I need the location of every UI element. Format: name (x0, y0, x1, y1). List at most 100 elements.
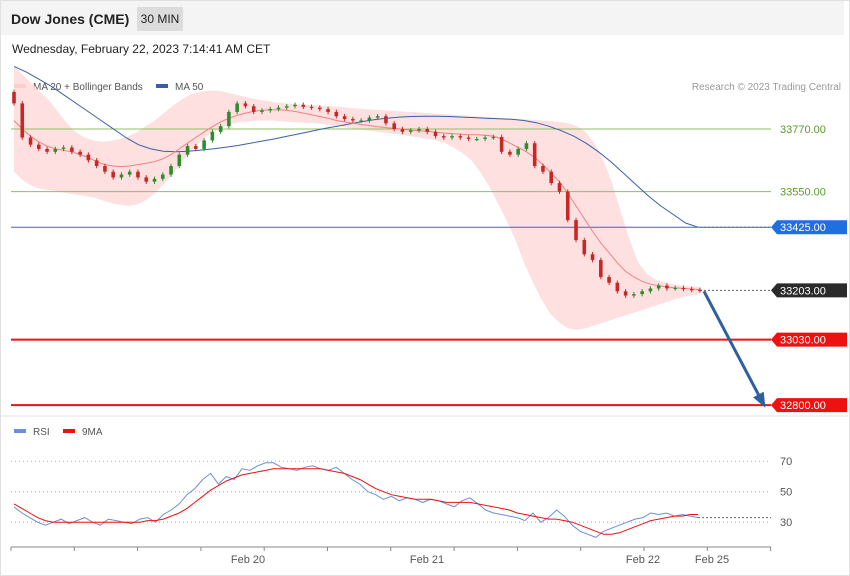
rsi-tick-50: 50 (780, 487, 792, 499)
chart-title: Dow Jones (CME) (11, 11, 130, 27)
candle-body (227, 111, 231, 127)
level-label-33425-00: 33425.00 (780, 222, 826, 234)
candle-body (565, 191, 570, 221)
candle-body (351, 119, 355, 121)
candle-body (632, 294, 636, 296)
candle-body (499, 136, 504, 152)
candle-body (301, 104, 306, 107)
candle-body (384, 116, 388, 124)
candle-body (607, 277, 611, 283)
candle-body (20, 103, 25, 138)
ma50-legend-swatch (156, 84, 168, 88)
candle-body (334, 111, 339, 117)
candle-body (359, 120, 363, 122)
candle-body (45, 148, 49, 152)
candle-body (590, 254, 595, 260)
candle-body (574, 220, 578, 241)
level-label-33770-00: 33770.00 (780, 124, 826, 136)
ma20-line (13, 109, 701, 291)
candle-body (623, 291, 628, 296)
candle-body (615, 282, 620, 292)
candle-body (673, 287, 678, 290)
candle-body (375, 116, 380, 118)
candle-body (152, 178, 157, 182)
candle-body (648, 288, 653, 292)
candle-body (475, 138, 479, 141)
level-tag-33425-00 (771, 220, 847, 235)
level-label-32800-00: 32800.00 (780, 400, 826, 412)
rsi-legend-label: RSI (33, 427, 50, 438)
candle-body (582, 240, 587, 255)
rsi-ma9-line (13, 468, 698, 535)
candle-body (194, 146, 198, 149)
ma50-legend-label: MA 50 (175, 82, 204, 93)
x-axis: Feb 20 Feb 21 Feb 22 Feb 25 (10, 547, 772, 566)
candle-body (202, 140, 206, 149)
level-label-33550-00: 33550.00 (780, 187, 826, 199)
candle-body (483, 137, 487, 139)
candle-body (433, 131, 438, 137)
level-label-33030-00: 33030.00 (780, 335, 826, 347)
candle-body (318, 107, 322, 110)
candle-body (210, 131, 215, 141)
candle-body (681, 287, 686, 290)
candle-body (218, 126, 223, 132)
candle-body (508, 151, 512, 155)
candle-body (144, 177, 149, 182)
level-tag-33030-00 (771, 332, 847, 347)
candle-body (524, 143, 529, 149)
candle-body (326, 109, 330, 112)
candle-body (400, 129, 405, 132)
candle-body (342, 116, 347, 120)
candle-body (392, 123, 396, 130)
ma9-legend-label: 9MA (82, 427, 103, 438)
x-tick-label-2: Feb 22 (626, 554, 660, 566)
candle-body (111, 171, 115, 178)
level-tag-33203-00 (771, 283, 847, 298)
x-tick-label-3: Feb 25 (695, 554, 729, 566)
candle-body (408, 130, 413, 132)
candle-body (136, 171, 140, 178)
candle-body (425, 129, 430, 132)
rsi-tick-70: 70 (780, 456, 792, 468)
rsi-line (13, 462, 699, 538)
candle-body (36, 144, 41, 149)
candle-body (103, 166, 107, 172)
x-tick-label-1: Feb 21 (410, 554, 444, 566)
candle-body (284, 106, 289, 108)
candle-body (367, 117, 372, 121)
candle-body (516, 148, 520, 155)
candle-body (293, 104, 297, 107)
level-label-33203-00: 33203.00 (780, 285, 826, 297)
candle-body (491, 136, 496, 139)
candle-body (160, 174, 165, 179)
candle-body (599, 259, 603, 278)
level-tag-32800-00 (771, 398, 847, 413)
rsi-tick-30: 30 (780, 517, 792, 529)
forecast-arrow-head (753, 391, 766, 408)
candle-body (28, 137, 33, 145)
candle-body (698, 289, 702, 292)
candle-body (12, 92, 16, 104)
candle-body (541, 166, 545, 172)
candle-body (94, 160, 99, 167)
ma20-legend-label: MA 20 + Bollinger Bands (33, 82, 143, 93)
candle-body (86, 154, 91, 161)
candle-body (268, 109, 273, 111)
candle-body (309, 106, 314, 109)
timestamp: Wednesday, February 22, 2023 7:14:41 AM … (12, 42, 271, 56)
price-layer: 33770.00 33550.00 33425.00 33203.00 33030.00… (11, 65, 847, 413)
candle-body (458, 136, 463, 138)
rsi-legend-swatch (14, 429, 26, 433)
timeframe-badge[interactable]: 30 MIN (137, 7, 183, 31)
candle-body (656, 285, 661, 289)
x-tick-label-0: Feb 20 (231, 554, 265, 566)
candle-body (53, 148, 58, 152)
candle-body (532, 143, 537, 167)
candle-body (78, 151, 82, 155)
candle-body (127, 171, 132, 175)
forecast-arrow (702, 290, 766, 406)
candle-body (185, 146, 190, 155)
candle-body (61, 147, 66, 149)
candle-body (549, 171, 554, 184)
